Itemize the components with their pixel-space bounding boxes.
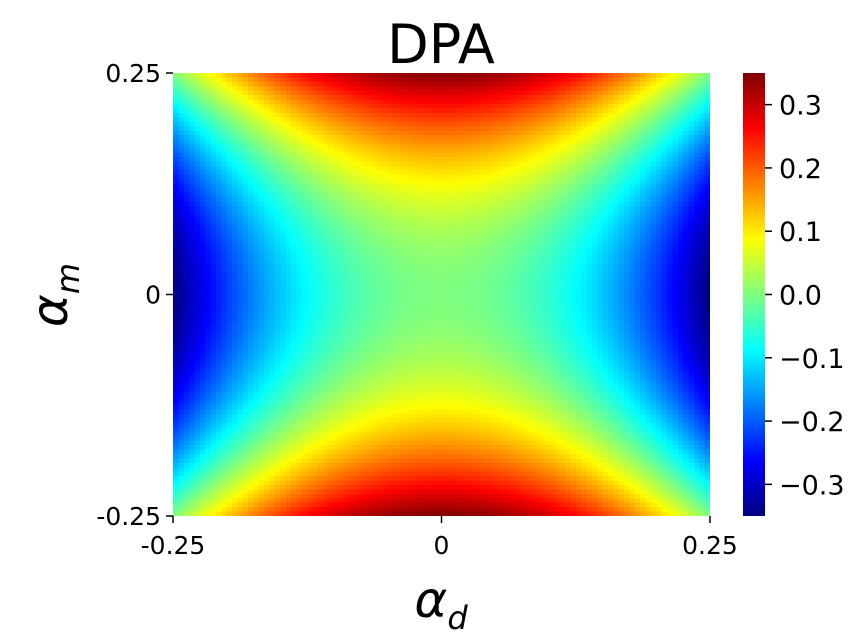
colorbar-tick-label: 0.2 — [779, 154, 822, 185]
y-axis-label-symbol: α — [21, 294, 79, 327]
colorbar-tick-label: −0.1 — [779, 344, 845, 375]
y-tick-label: -0.25 — [96, 502, 161, 531]
chart-title: DPA — [387, 13, 495, 76]
colorbar-tick-label: 0.1 — [779, 217, 822, 248]
x-axis-label-symbol: α — [414, 571, 447, 629]
heatmap-image — [173, 73, 710, 516]
y-axis-label-subscript: m — [49, 263, 87, 294]
x-tick-label: -0.25 — [141, 531, 206, 560]
colorbar-gradient — [743, 73, 765, 516]
x-axis-ticks: -0.25 0 0.25 — [141, 516, 738, 560]
colorbar: 0.3 0.2 0.1 0.0 −0.1 −0.2 −0.3 — [743, 73, 845, 516]
colorbar-tick-label: 0.3 — [779, 91, 822, 122]
x-tick-label: 0.25 — [682, 531, 738, 560]
colorbar-tick-label: −0.2 — [779, 407, 845, 438]
heatmap-plot-area — [173, 73, 710, 516]
y-tick-label: 0 — [145, 281, 161, 310]
colorbar-tick-label: −0.3 — [779, 470, 845, 501]
colorbar-tick-label: 0.0 — [779, 281, 822, 312]
x-axis-label-subscript: d — [447, 599, 468, 637]
x-tick-label: 0 — [434, 531, 450, 560]
y-tick-label: 0.25 — [105, 59, 161, 88]
colorbar-ticks: 0.3 0.2 0.1 0.0 −0.1 −0.2 −0.3 — [765, 91, 845, 501]
y-axis-label: αm — [21, 263, 87, 327]
y-axis-ticks: 0.25 0 -0.25 — [96, 59, 173, 531]
x-axis-label: αd — [414, 571, 468, 637]
